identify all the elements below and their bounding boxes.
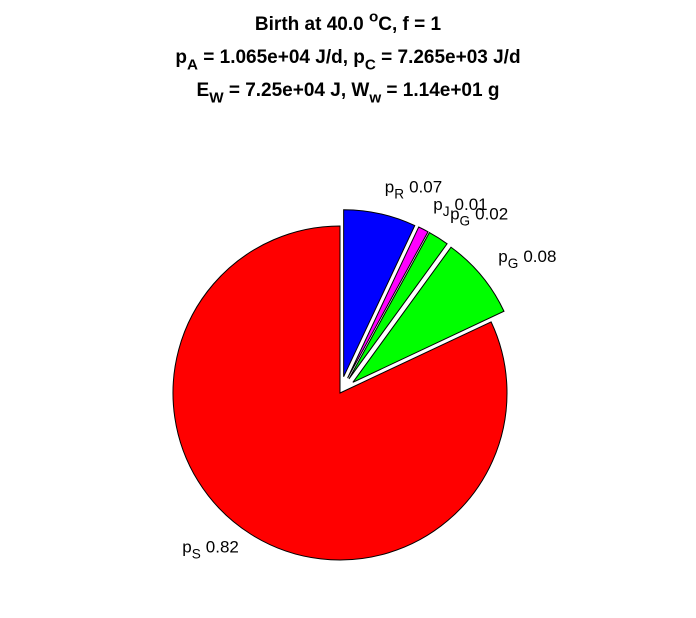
- slice-value: 0.08: [523, 247, 556, 266]
- chart-title: EW = 7.25e+04 J, Ww = 1.14e+01 g: [197, 80, 500, 107]
- text-segment: C, f = 1: [378, 14, 441, 35]
- chart-title: Birth at 40.0 oC, f = 1: [255, 8, 442, 35]
- text-segment: S: [192, 546, 201, 561]
- text-segment: p: [450, 205, 459, 224]
- slice-label: pJ 0.01: [433, 195, 487, 219]
- text-segment: W: [209, 90, 224, 107]
- text-segment: J: [443, 204, 450, 219]
- chart-title: pA = 1.065e+04 J/d, pC = 7.265e+03 J/d: [175, 47, 520, 74]
- slice-value: 0.01: [455, 195, 488, 214]
- slice-value: 0.02: [475, 205, 508, 224]
- text-segment: = 7.25e+04 J, W: [224, 80, 370, 101]
- slice-label: pG 0.08: [498, 247, 556, 271]
- slice-label: pR 0.07: [385, 178, 442, 202]
- pie-slice: [348, 231, 448, 380]
- slice-label: pS 0.82: [182, 537, 239, 561]
- text-segment: p: [175, 47, 187, 68]
- text-segment: o: [369, 8, 378, 25]
- text-segment: Birth at 40.0: [255, 14, 369, 35]
- text-segment: E: [197, 80, 210, 101]
- text-segment: = 1.14e+01 g: [381, 80, 499, 101]
- text-segment: p: [385, 178, 394, 197]
- text-segment: A: [187, 57, 198, 74]
- slice-value: 0.07: [409, 178, 442, 197]
- pie-slice: [343, 209, 416, 377]
- text-segment: R: [394, 186, 404, 201]
- pie-slice: [172, 225, 508, 561]
- text-segment: G: [508, 256, 519, 271]
- text-segment: = 1.065e+04 J/d, p: [198, 47, 365, 68]
- text-segment: C: [365, 57, 376, 74]
- text-segment: G: [460, 214, 471, 229]
- text-segment: p: [182, 537, 191, 556]
- text-segment: w: [368, 90, 381, 107]
- text-segment: p: [433, 195, 442, 214]
- text-segment: = 7.265e+03 J/d: [376, 47, 521, 68]
- pie-slice: [347, 226, 429, 379]
- slice-value: 0.82: [206, 537, 239, 556]
- text-segment: p: [498, 247, 507, 266]
- slice-label: pG 0.02: [450, 205, 508, 229]
- pie-slice: [352, 246, 505, 383]
